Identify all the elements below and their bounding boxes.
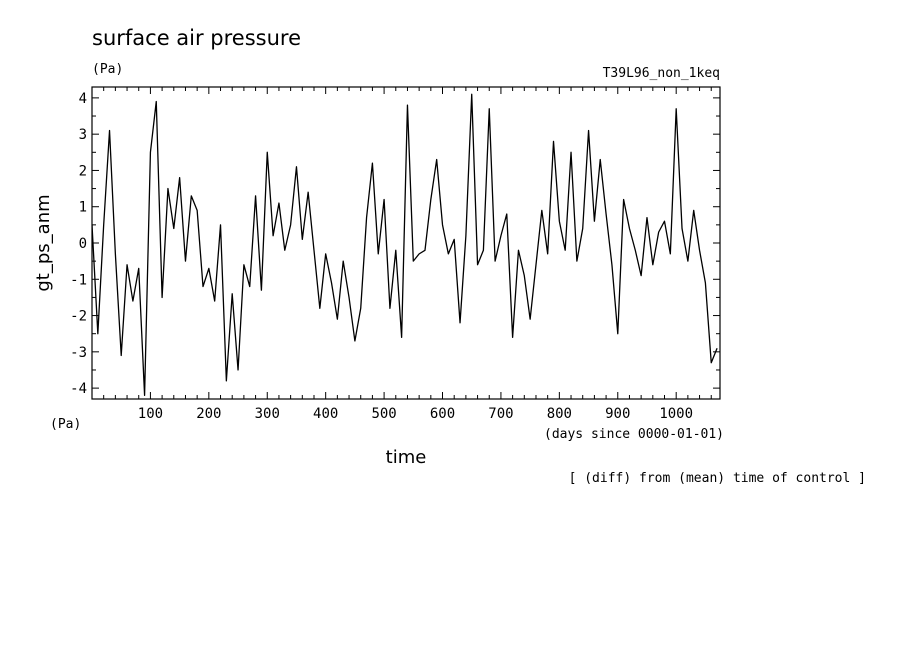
y-tick-label: 1	[79, 200, 87, 216]
diff-note: [ (diff) from (mean) time of control ]	[569, 471, 866, 486]
x-tick-label: 1000	[659, 406, 693, 422]
units-top-label: (Pa)	[92, 62, 123, 77]
x-axis-label: time	[386, 447, 427, 468]
y-tick-label: 0	[79, 236, 87, 252]
plot-area: -4 -3 -2 -1 0 1 2 3 4 100 200 300 400 500 600 700 800 900…	[70, 87, 720, 422]
x-units-label: (days since 0000-01-01)	[544, 427, 724, 442]
y-axis-label: gt_ps_anm	[33, 194, 54, 291]
x-tick-label: 700	[488, 406, 513, 422]
y-tick-label: -3	[70, 345, 87, 361]
units-bottom-label: (Pa)	[50, 417, 81, 432]
x-tick-label: 200	[196, 406, 221, 422]
x-tick-label: 400	[313, 406, 338, 422]
x-tick-label: 600	[430, 406, 455, 422]
x-tick-label: 100	[138, 406, 163, 422]
run-label: T39L96_non_1keq	[603, 66, 720, 81]
y-tick-label: 3	[79, 127, 87, 143]
x-tick-label: 800	[547, 406, 572, 422]
series-line	[92, 93, 718, 397]
y-tick-label: -2	[70, 309, 87, 325]
x-tick-label: 900	[605, 406, 630, 422]
x-tick-label: 300	[255, 406, 280, 422]
chart-title: surface air pressure	[92, 26, 301, 50]
x-tick-label: 500	[371, 406, 396, 422]
y-tick-label: 2	[79, 163, 87, 179]
y-tick-label: 4	[79, 91, 87, 107]
plot-frame	[91, 86, 721, 400]
y-tick-label: -1	[70, 272, 87, 288]
y-tick-label: -4	[70, 381, 87, 397]
